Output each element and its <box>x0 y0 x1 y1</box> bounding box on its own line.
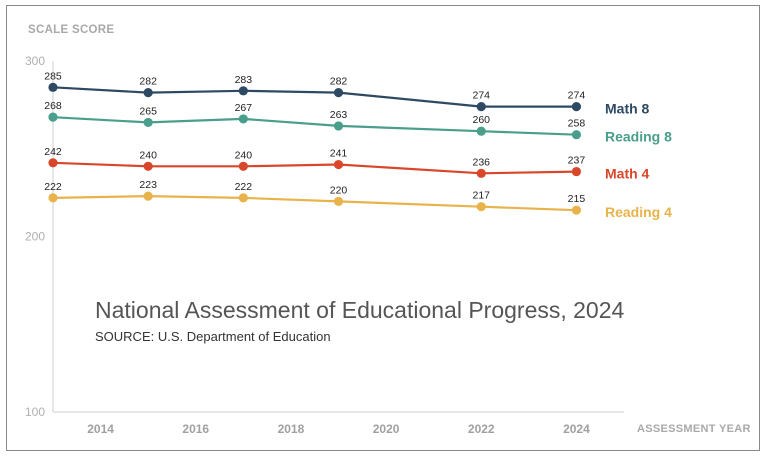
y-axis-title: SCALE SCORE <box>28 24 114 36</box>
data-label-math-4: 241 <box>330 148 348 160</box>
data-point-reading-4 <box>48 193 58 203</box>
data-point-reading-4 <box>143 191 153 201</box>
data-point-math-8 <box>571 102 582 112</box>
data-point-math-8 <box>143 87 153 98</box>
series-label-reading-4: Reading 4 <box>605 204 672 220</box>
data-labels: 285 282 283 282 274 274 268 265 267 263 260 258 242 2… <box>44 70 585 205</box>
axes: 100 200 300 2014 2016 2018 2020 2022 2024 <box>25 54 624 436</box>
data-label-math-8: 283 <box>235 74 253 86</box>
series-line-math-4 <box>52 161 577 175</box>
data-point-math-8 <box>238 86 248 96</box>
data-point-math-4 <box>48 158 58 168</box>
data-point-reading-4 <box>333 196 344 206</box>
data-point-math-4 <box>476 168 486 178</box>
series-labels: Math 8 Reading 8 Math 4 Reading 4 <box>605 101 672 221</box>
data-point-reading-8 <box>143 117 153 128</box>
data-label-reading-4: 217 <box>472 190 490 202</box>
data-label-math-4: 242 <box>44 146 62 158</box>
series-label-reading-8: Reading 8 <box>605 129 672 145</box>
x-tick-label: 2018 <box>278 422 305 436</box>
data-label-reading-4: 222 <box>44 181 62 193</box>
data-label-reading-4: 223 <box>139 179 157 191</box>
data-point-reading-8 <box>48 112 58 122</box>
data-point-reading-4 <box>238 193 248 203</box>
data-label-math-8: 282 <box>139 76 157 88</box>
data-label-math-8: 282 <box>330 76 348 88</box>
x-tick-label: 2014 <box>87 422 114 436</box>
data-label-reading-8: 263 <box>330 109 348 121</box>
chart-frame <box>6 5 760 451</box>
data-point-math-4 <box>238 161 248 171</box>
x-tick-label: 2024 <box>563 422 590 436</box>
series-lines <box>52 86 577 212</box>
y-tick-label: 200 <box>25 230 45 244</box>
data-label-reading-8: 260 <box>472 114 490 126</box>
data-points <box>48 82 582 215</box>
data-label-reading-8: 258 <box>568 118 586 130</box>
data-point-reading-8 <box>476 126 486 136</box>
chart-source: SOURCE: U.S. Department of Education <box>95 329 331 344</box>
data-point-math-4 <box>333 159 344 170</box>
data-label-reading-8: 265 <box>139 105 157 117</box>
data-point-math-4 <box>571 166 582 177</box>
y-tick-label: 100 <box>25 405 45 419</box>
x-tick-label: 2022 <box>468 422 495 436</box>
data-label-math-4: 240 <box>139 149 157 161</box>
data-label-reading-4: 222 <box>235 181 253 193</box>
data-point-reading-8 <box>571 130 582 140</box>
data-label-math-8: 274 <box>472 90 490 102</box>
series-line-math-8 <box>52 86 577 108</box>
data-point-reading-4 <box>476 202 486 212</box>
data-label-reading-8: 267 <box>235 102 253 114</box>
data-point-math-8 <box>48 82 58 92</box>
data-label-math-4: 236 <box>472 156 490 168</box>
data-point-math-8 <box>476 102 486 112</box>
data-label-reading-4: 215 <box>568 193 586 205</box>
data-label-math-8: 274 <box>568 90 586 102</box>
data-point-math-4 <box>143 161 153 171</box>
data-label-reading-4: 220 <box>330 184 348 196</box>
data-point-reading-8 <box>238 114 248 124</box>
series-line-reading-8 <box>52 116 577 136</box>
x-tick-label: 2020 <box>373 422 400 436</box>
series-line-reading-4 <box>52 194 577 212</box>
y-tick-label: 300 <box>25 54 45 68</box>
data-label-math-4: 240 <box>235 149 253 161</box>
data-point-math-8 <box>333 87 344 98</box>
x-tick-label: 2016 <box>182 422 209 436</box>
series-label-math-8: Math 8 <box>605 101 650 117</box>
data-point-reading-4 <box>571 205 582 215</box>
chart-title: National Assessment of Educational Progr… <box>95 297 625 323</box>
data-label-math-4: 237 <box>568 155 586 167</box>
series-label-math-4: Math 4 <box>605 166 650 182</box>
data-label-reading-8: 268 <box>44 100 62 112</box>
data-point-reading-8 <box>333 121 344 131</box>
data-label-math-8: 285 <box>44 70 62 82</box>
x-axis-title: ASSESSMENT YEAR <box>637 423 751 435</box>
